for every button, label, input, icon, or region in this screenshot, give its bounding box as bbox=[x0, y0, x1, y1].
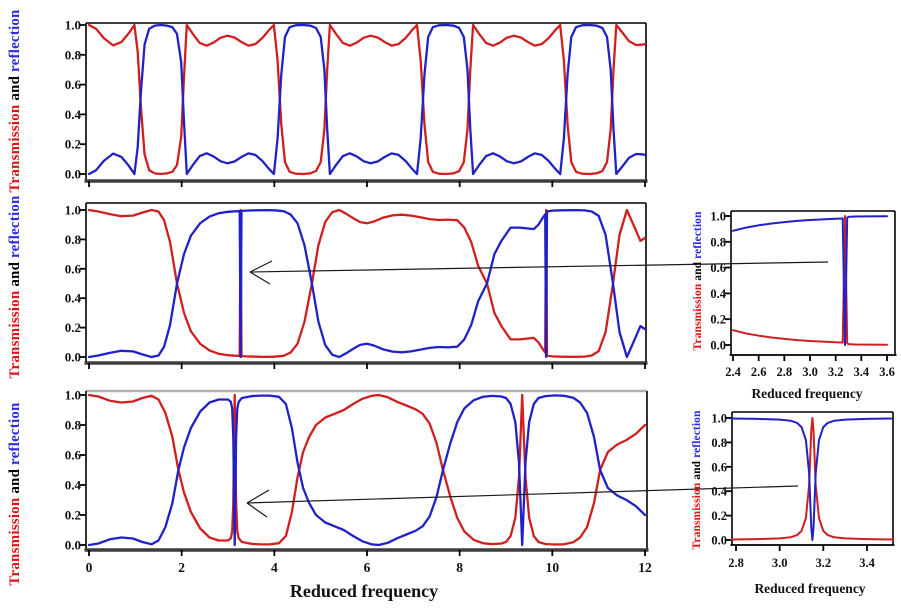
y-tick-label: 0.0 bbox=[65, 538, 81, 553]
arrow-to-bottom-resonance bbox=[246, 485, 799, 518]
y-axis-label-part: reflection bbox=[7, 9, 23, 72]
x-axis-label: Reduced frequency bbox=[290, 581, 438, 601]
y-tick-label: 0.8 bbox=[711, 436, 727, 450]
x-axis-label: Reduced frequency bbox=[751, 386, 862, 401]
y-axis-label-part: and bbox=[691, 458, 703, 483]
y-tick-label: 1.0 bbox=[710, 210, 726, 224]
x-tick-label: 10 bbox=[546, 560, 560, 575]
y-tick-label: 0.8 bbox=[65, 232, 82, 247]
y-axis-label-part: reflection bbox=[7, 402, 23, 465]
x-tick-label: 3.2 bbox=[816, 556, 832, 570]
y-axis-label-part: Transmission bbox=[7, 290, 23, 378]
x-tick-label: 12 bbox=[638, 560, 652, 575]
y-tick-label: 0.4 bbox=[65, 107, 82, 122]
y-axis-label-part: and bbox=[7, 72, 23, 105]
transmission-curve bbox=[730, 417, 895, 541]
plot-middle: 1.0 0.8 0.6 0.4 0.2 0.0 Transmission and refle… bbox=[7, 195, 648, 379]
x-tick-label: 6 bbox=[364, 560, 371, 575]
y-tick-label: 0.0 bbox=[65, 350, 81, 365]
y-tick-label: 0.2 bbox=[65, 508, 81, 523]
y-axis-label-part: Transmission bbox=[7, 497, 23, 585]
transmission-curve bbox=[87, 23, 647, 176]
plot-bottom: 0 2 4 6 8 10 12 1.0 0.8 0.6 0.4 0.2 0.0 Transmission … bbox=[7, 388, 652, 602]
y-axis-label: Transmission and reflection bbox=[691, 410, 703, 550]
reflection-curve bbox=[732, 215, 888, 346]
reflection-curve bbox=[730, 417, 895, 541]
y-tick-label: 0.0 bbox=[710, 339, 726, 353]
reflection-curve bbox=[87, 23, 647, 176]
reflection-curve bbox=[87, 208, 647, 359]
arrow-shaft bbox=[249, 261, 829, 273]
y-tick-label: 0.2 bbox=[65, 320, 81, 335]
y-axis-label: Transmission and reflection bbox=[7, 195, 23, 379]
x-tick-label: 2 bbox=[178, 560, 185, 575]
arrow-to-middle-resonance bbox=[249, 260, 829, 285]
x-tick-label: 2.8 bbox=[728, 556, 744, 570]
transmission-curve bbox=[87, 208, 647, 359]
x-tick-label: 2.8 bbox=[777, 365, 793, 379]
y-tick-label: 1.0 bbox=[65, 388, 81, 403]
y-axis-label-part: and bbox=[692, 259, 704, 284]
y-axis-label: Transmission and reflection bbox=[7, 9, 23, 193]
y-tick-label: 0.4 bbox=[710, 287, 726, 301]
arrow-head-line bbox=[246, 489, 270, 504]
x-tick-label: 8 bbox=[456, 560, 463, 575]
inset-bottom: 2.8 3.0 3.2 3.4 1.0 0.8 0.6 0.4 0.2 0.0 Transmissi… bbox=[691, 410, 895, 596]
y-axis-label-part: reflection bbox=[691, 410, 703, 458]
x-tick-label: 3.0 bbox=[802, 365, 818, 379]
arrow-shaft bbox=[246, 485, 799, 504]
y-axis-label-part: reflection bbox=[7, 195, 23, 258]
x-tick-label: 2.6 bbox=[751, 365, 767, 379]
x-tick-label: 2.4 bbox=[725, 365, 741, 379]
arrow-head-line bbox=[249, 271, 271, 285]
y-axis-label: Transmission and reflection bbox=[7, 402, 23, 586]
plot-top: 1.0 0.8 0.6 0.4 0.2 0.0 Transmission and refle… bbox=[7, 9, 648, 193]
y-tick-label: 0.6 bbox=[711, 460, 727, 474]
x-tick-label: 3.4 bbox=[854, 365, 870, 379]
y-tick-label: 1.0 bbox=[65, 203, 81, 218]
y-tick-label: 0.6 bbox=[65, 448, 82, 463]
y-tick-label: 0.6 bbox=[65, 77, 82, 92]
y-tick-label: 0.8 bbox=[65, 47, 82, 62]
y-tick-label: 0.4 bbox=[65, 291, 82, 306]
y-tick-label: 0.2 bbox=[710, 313, 726, 327]
y-tick-label: 0.0 bbox=[65, 167, 81, 182]
x-tick-label: 3.4 bbox=[859, 556, 875, 570]
y-axis-label-part: Transmission bbox=[7, 104, 23, 192]
y-tick-label: 0.4 bbox=[711, 485, 727, 499]
x-axis-label: Reduced frequency bbox=[754, 581, 865, 596]
y-tick-label: 0.8 bbox=[65, 418, 82, 433]
y-tick-label: 0.0 bbox=[711, 534, 727, 548]
y-axis-label-part: and bbox=[7, 465, 23, 498]
y-tick-label: 0.2 bbox=[65, 137, 81, 152]
arrow-head-line bbox=[249, 260, 273, 273]
y-tick-label: 0.8 bbox=[710, 235, 726, 249]
y-tick-label: 1.0 bbox=[711, 412, 727, 426]
y-axis-label-part: Transmission bbox=[692, 283, 704, 350]
y-tick-label: 0.6 bbox=[710, 261, 726, 275]
y-axis-label-part: and bbox=[7, 258, 23, 291]
x-tick-label: 3.6 bbox=[879, 365, 895, 379]
reflection-curve bbox=[87, 394, 647, 547]
x-tick-label: 3.0 bbox=[772, 556, 788, 570]
x-tick-label: 0 bbox=[86, 560, 93, 575]
y-axis-label: Transmission and reflection bbox=[692, 211, 704, 351]
transmission-curve bbox=[87, 393, 647, 546]
y-axis-label-part: reflection bbox=[692, 211, 704, 259]
arrow-head-line bbox=[246, 502, 268, 518]
y-axis-label-part: Transmission bbox=[691, 482, 703, 549]
x-tick-label: 3.2 bbox=[828, 365, 844, 379]
y-tick-label: 0.2 bbox=[711, 509, 727, 523]
x-tick-label: 4 bbox=[271, 560, 278, 575]
transmission-curve bbox=[732, 215, 888, 346]
y-tick-label: 1.0 bbox=[65, 18, 81, 33]
y-tick-label: 0.6 bbox=[65, 261, 82, 276]
y-tick-label: 0.4 bbox=[65, 478, 82, 493]
inset-top: 2.4 2.6 2.8 3.0 3.2 3.4 3.6 1.0 0.8 0.6 0.4 0.2 0.0 T… bbox=[692, 210, 897, 401]
